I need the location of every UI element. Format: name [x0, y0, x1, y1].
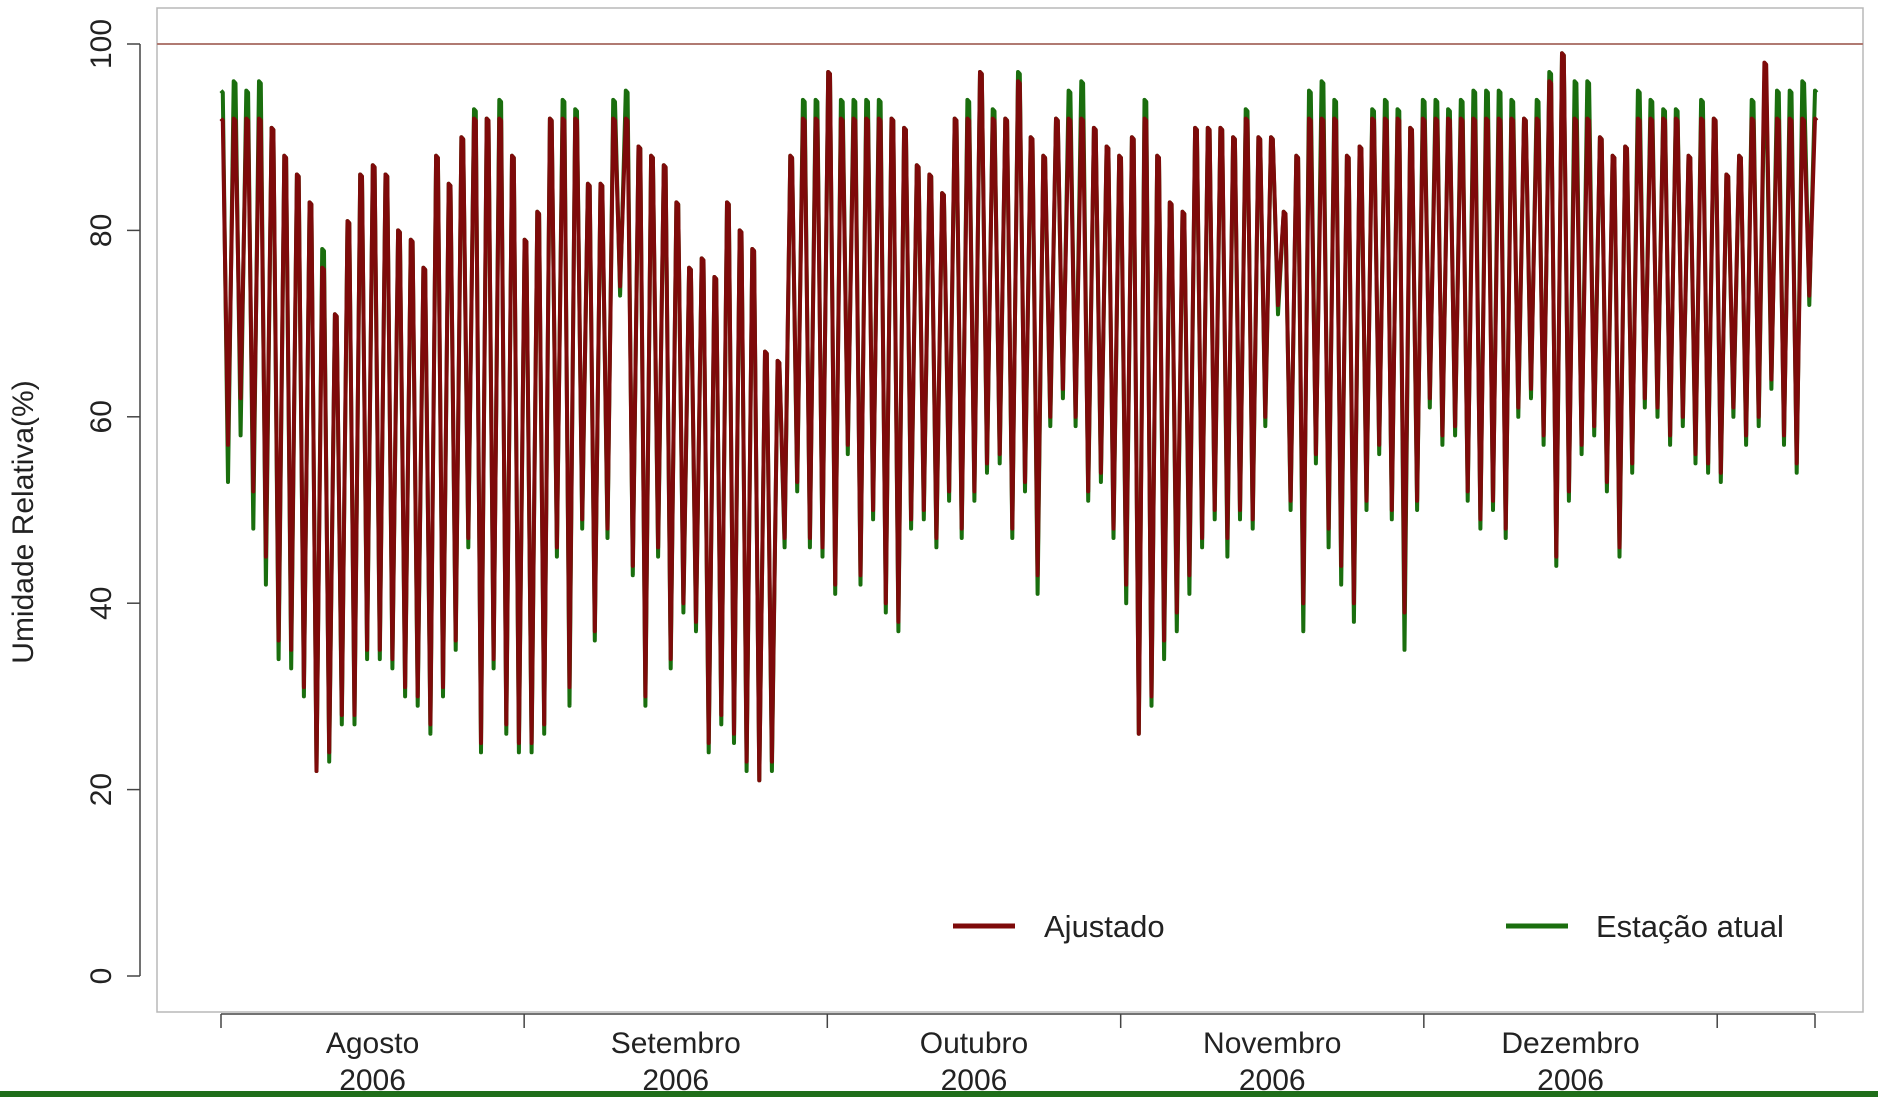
- legend: Ajustado Estação atual: [953, 909, 1784, 944]
- x-axis: Agosto2006Setembro2006Outubro2006Novembr…: [220, 1013, 1816, 1097]
- x-tick-label-month: Dezembro: [1501, 1027, 1639, 1060]
- legend-label-estacao-atual: Estação atual: [1596, 909, 1784, 944]
- x-tick-label-month: Outubro: [920, 1027, 1028, 1060]
- y-tick-label: 0: [85, 968, 118, 985]
- x-tick-label-month: Setembro: [611, 1027, 741, 1060]
- series-layer: [219, 51, 1819, 783]
- y-tick-label: 60: [85, 400, 118, 433]
- x-tick-label-month: Novembro: [1203, 1027, 1341, 1060]
- y-tick-label: 80: [85, 214, 118, 247]
- y-tick-label: 100: [85, 19, 118, 69]
- legend-label-ajustado: Ajustado: [1044, 909, 1165, 944]
- y-axis-title: Umidade Relativa(%): [7, 380, 40, 663]
- y-axis: 0 20 40 60 80 100: [85, 19, 141, 985]
- series-line-ajustado: [219, 51, 1819, 783]
- y-tick-label: 40: [85, 587, 118, 620]
- x-tick-label-month: Agosto: [326, 1027, 419, 1060]
- bottom-accent-bar: [0, 1091, 1878, 1097]
- plot-frame: [156, 7, 1864, 1013]
- y-tick-label: 20: [85, 773, 118, 806]
